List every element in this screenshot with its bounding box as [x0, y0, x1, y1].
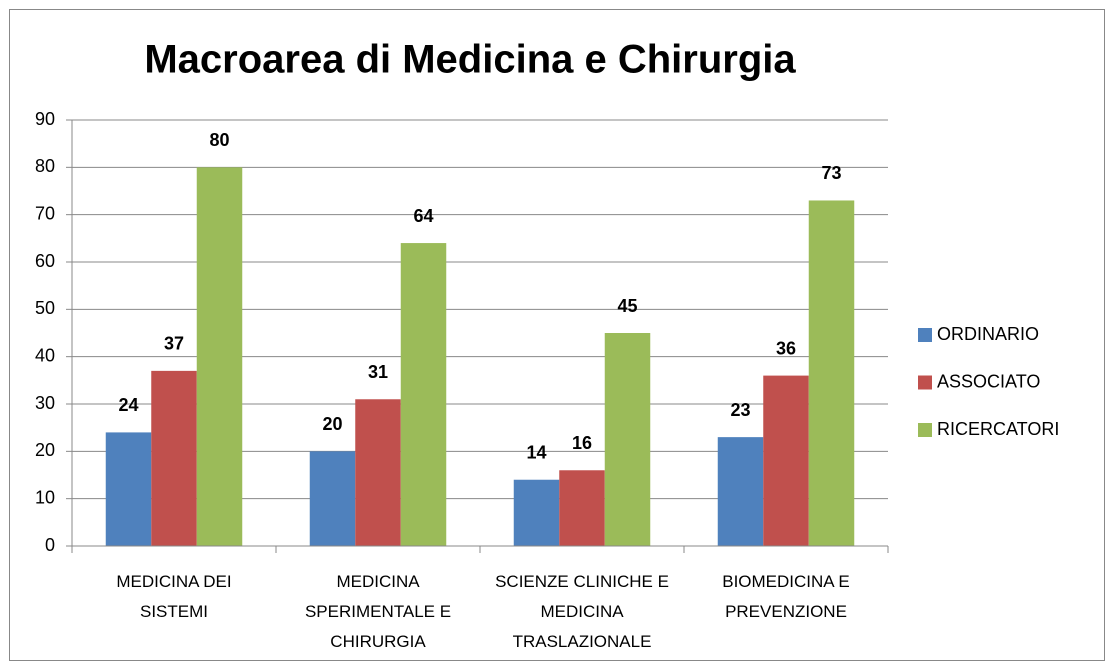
y-tick-label: 20 — [35, 440, 55, 460]
legend-swatch — [918, 423, 932, 437]
y-tick-label: 40 — [35, 345, 55, 365]
value-label: 24 — [118, 395, 138, 415]
value-label: 36 — [776, 338, 796, 358]
x-tick-label: SCIENZE CLINICHE E MEDICINA TRASLAZIONAL… — [495, 572, 669, 651]
value-label: 31 — [368, 362, 388, 382]
legend-label: RICERCATORI — [937, 419, 1059, 439]
value-label: 37 — [164, 334, 184, 354]
bar — [400, 243, 447, 547]
bar — [513, 479, 560, 546]
bar — [196, 167, 243, 547]
bar — [763, 375, 809, 546]
bar — [717, 437, 764, 546]
y-tick-label: 90 — [35, 109, 55, 129]
legend-swatch — [918, 375, 932, 390]
y-tick-label: 60 — [35, 251, 55, 271]
y-tick-label: 30 — [35, 393, 55, 413]
chart-title: Macroarea di Medicina e Chirurgia — [144, 38, 796, 82]
bar — [105, 432, 152, 546]
y-tick-label: 10 — [35, 487, 55, 507]
legend-label: ORDINARIO — [937, 324, 1039, 344]
value-label: 16 — [572, 433, 592, 453]
value-label: 23 — [730, 400, 750, 420]
bar — [309, 451, 356, 546]
value-label: 80 — [209, 130, 229, 150]
value-label: 14 — [526, 442, 546, 462]
bar — [151, 370, 197, 546]
x-tick-label: MEDICINA SPERIMENTALE E CHIRURGIA — [304, 572, 452, 651]
value-label: 73 — [821, 163, 841, 183]
bar — [559, 470, 605, 546]
bar — [808, 200, 855, 546]
legend-swatch — [918, 328, 932, 342]
value-label: 64 — [413, 206, 433, 226]
x-tick-label: BIOMEDICINA E PREVENZIONE — [722, 572, 850, 621]
bar — [355, 399, 401, 546]
value-label: 45 — [617, 296, 637, 316]
legend-label: ASSOCIATO — [937, 371, 1040, 391]
x-tick-label: MEDICINA DEI SISTEMI — [116, 572, 232, 621]
value-label: 20 — [322, 414, 342, 434]
bar — [604, 333, 651, 546]
y-tick-label: 70 — [35, 203, 55, 223]
y-tick-label: 80 — [35, 156, 55, 176]
y-tick-label: 0 — [45, 535, 55, 555]
y-tick-label: 50 — [35, 298, 55, 318]
